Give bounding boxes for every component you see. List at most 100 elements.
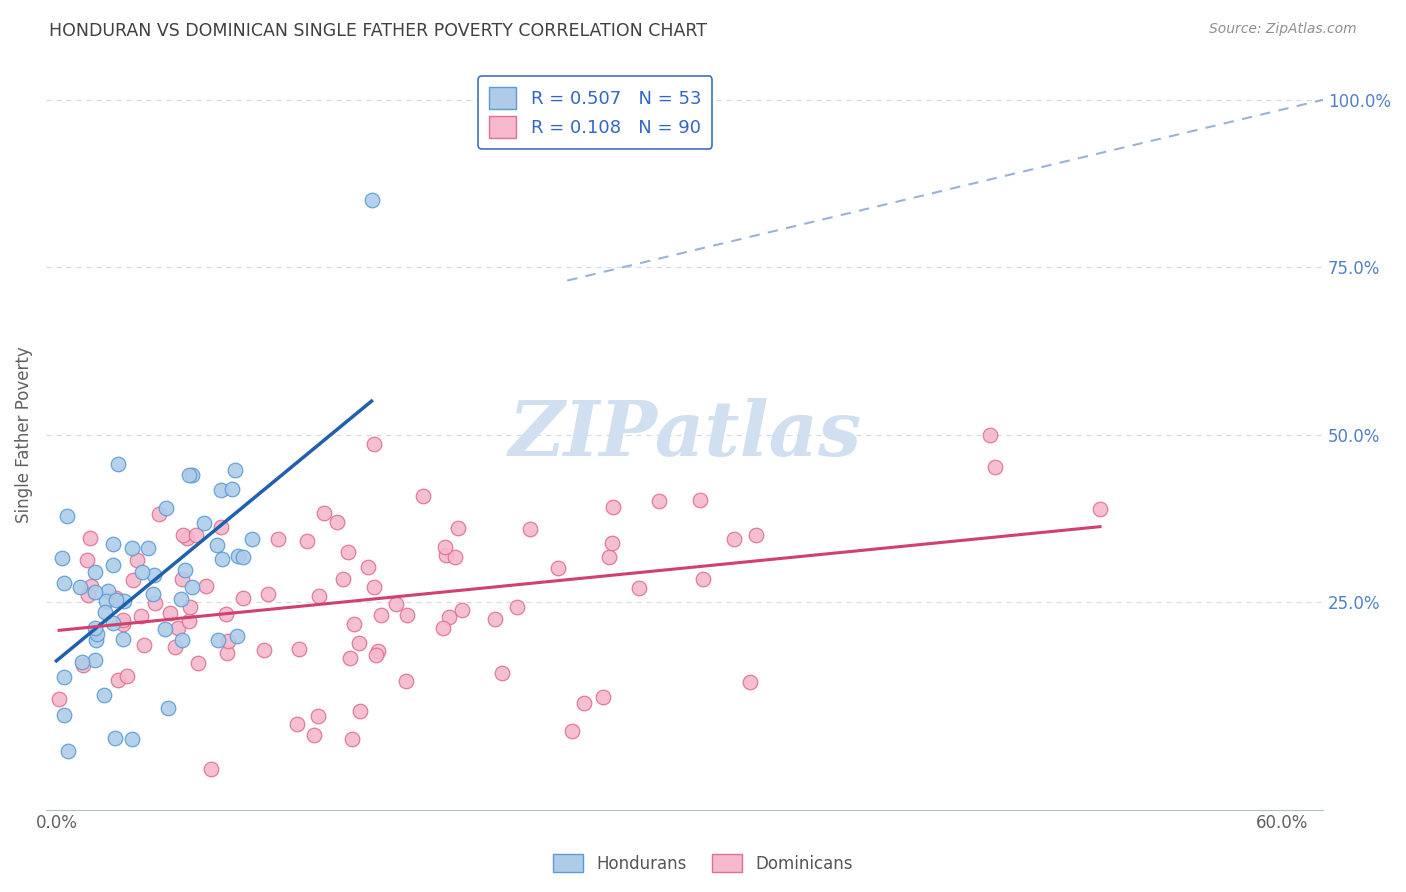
Point — [433, 541, 456, 555]
Point — [131, 565, 153, 579]
Point — [193, 516, 215, 530]
Point — [143, 596, 166, 610]
Point — [94, 593, 117, 607]
Point — [177, 614, 200, 628]
Point — [308, 589, 330, 603]
Point — [170, 592, 193, 607]
Point — [257, 587, 280, 601]
Point — [337, 545, 360, 559]
Point — [181, 580, 204, 594]
Point — [127, 553, 149, 567]
Point — [561, 723, 583, 738]
Point — [207, 538, 229, 552]
Point — [384, 597, 406, 611]
Point — [339, 651, 361, 665]
Point — [367, 644, 389, 658]
Point — [111, 617, 134, 632]
Point — [412, 490, 434, 504]
Point — [592, 690, 614, 704]
Point — [211, 551, 233, 566]
Point — [112, 613, 135, 627]
Point — [97, 583, 120, 598]
Point — [217, 634, 239, 648]
Point — [107, 457, 129, 471]
Point — [170, 573, 193, 587]
Point — [76, 588, 98, 602]
Text: Source: ZipAtlas.com: Source: ZipAtlas.com — [1209, 22, 1357, 37]
Point — [186, 528, 208, 542]
Point — [176, 531, 198, 545]
Point — [132, 638, 155, 652]
Point — [84, 585, 107, 599]
Point — [48, 692, 70, 706]
Point — [142, 567, 165, 582]
Point — [217, 646, 239, 660]
Point — [295, 534, 318, 549]
Point — [738, 674, 761, 689]
Point — [84, 621, 107, 635]
Point — [93, 688, 115, 702]
Point — [307, 708, 329, 723]
Point — [86, 627, 108, 641]
Point — [519, 522, 541, 536]
Point — [194, 579, 217, 593]
Point — [628, 581, 651, 595]
Point — [187, 656, 209, 670]
Point — [343, 616, 366, 631]
Point — [79, 531, 101, 545]
Point — [342, 731, 364, 746]
Point — [179, 600, 201, 615]
Point — [689, 493, 711, 508]
Point — [53, 669, 76, 683]
Point — [224, 463, 246, 477]
Point — [574, 696, 596, 710]
Legend: R = 0.507   N = 53, R = 0.108   N = 90: R = 0.507 N = 53, R = 0.108 N = 90 — [478, 76, 711, 149]
Text: HONDURAN VS DOMINICAN SINGLE FATHER POVERTY CORRELATION CHART: HONDURAN VS DOMINICAN SINGLE FATHER POVE… — [49, 22, 707, 40]
Point — [112, 593, 135, 607]
Point — [55, 509, 77, 524]
Point — [692, 573, 714, 587]
Point — [142, 587, 165, 601]
Point — [232, 549, 254, 564]
Point — [200, 763, 222, 777]
Y-axis label: Single Father Poverty: Single Father Poverty — [15, 346, 32, 523]
Point — [267, 532, 290, 546]
Point — [80, 579, 103, 593]
Point — [439, 610, 461, 624]
Point — [115, 669, 138, 683]
Point — [155, 622, 177, 636]
Point — [107, 673, 129, 688]
Point — [370, 608, 392, 623]
Point — [723, 532, 745, 546]
Text: ZIPatlas: ZIPatlas — [508, 398, 862, 472]
Point — [347, 635, 370, 649]
Point — [209, 483, 232, 497]
Point — [69, 580, 91, 594]
Point — [56, 744, 79, 758]
Point — [121, 731, 143, 746]
Point — [103, 616, 125, 631]
Point — [363, 437, 385, 451]
Point — [232, 591, 254, 605]
Point — [155, 500, 177, 515]
Point — [72, 657, 94, 672]
Point — [506, 600, 529, 615]
Point — [129, 609, 152, 624]
Point — [172, 528, 194, 542]
Point — [111, 632, 134, 646]
Point — [447, 521, 470, 535]
Point — [450, 603, 472, 617]
Point — [979, 427, 1001, 442]
Point — [332, 572, 354, 586]
Point — [1088, 501, 1111, 516]
Point — [136, 541, 159, 555]
Point — [984, 460, 1007, 475]
Point — [326, 515, 349, 529]
Point — [648, 494, 671, 508]
Point — [547, 560, 569, 574]
Point — [121, 574, 143, 588]
Point — [84, 565, 107, 579]
Point — [745, 528, 768, 542]
Point — [395, 607, 418, 622]
Point — [221, 482, 243, 496]
